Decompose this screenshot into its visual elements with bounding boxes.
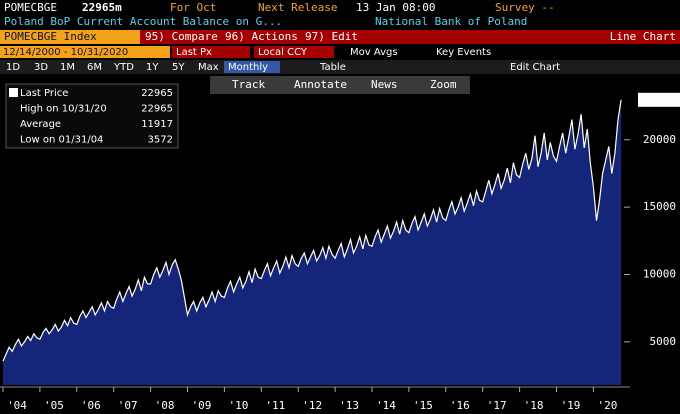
y-tick-label: 20000 — [643, 133, 676, 146]
x-tick-label: '19 — [561, 399, 581, 412]
x-tick-label: '13 — [339, 399, 359, 412]
security[interactable]: POMECBGE Index — [4, 30, 97, 43]
x-tick-label: '04 — [7, 399, 27, 412]
y-tick-label: 10000 — [643, 268, 676, 281]
survey: Survey -- — [495, 1, 555, 14]
x-tick-label: '07 — [118, 399, 138, 412]
legend-value: 11917 — [141, 119, 173, 130]
period[interactable]: YTD — [113, 62, 134, 73]
x-tick-label: '11 — [265, 399, 285, 412]
x-tick-label: '14 — [376, 399, 396, 412]
legend-value: 3572 — [148, 135, 173, 146]
legend-label: Low on 01/31/04 — [20, 135, 103, 146]
line — [2, 99, 622, 362]
x-tick-label: '12 — [302, 399, 322, 412]
x-tick-label: '20 — [597, 399, 617, 412]
value: 22965m — [82, 1, 122, 14]
edit-chart[interactable]: Edit Chart — [510, 62, 560, 73]
tool[interactable]: News — [371, 78, 398, 91]
security-name: Poland BoP Current Account Balance on G.… — [4, 15, 282, 28]
tool[interactable]: Zoom — [430, 78, 457, 91]
frequency-box[interactable] — [224, 61, 280, 73]
y-tick-label: 5000 — [650, 335, 677, 348]
release-label: Next Release — [258, 1, 337, 14]
x-tick-label: '17 — [487, 399, 507, 412]
x-tick-label: '06 — [81, 399, 101, 412]
source: National Bank of Poland — [375, 15, 527, 28]
x-tick-label: '16 — [450, 399, 470, 412]
x-tick-label: '09 — [192, 399, 212, 412]
period-bar — [0, 60, 680, 74]
button[interactable]: 95) Compare — [145, 30, 218, 43]
last-value: 22965 — [641, 93, 674, 106]
legend-label: High on 10/31/20 — [20, 104, 107, 115]
price[interactable]: Last Px — [176, 47, 212, 58]
extra[interactable]: Key Events — [436, 47, 491, 58]
frequency[interactable]: Monthly — [228, 62, 268, 73]
range[interactable]: 12/14/2000 - 10/31/2020 — [3, 47, 128, 58]
currency[interactable]: Local CCY — [258, 47, 308, 58]
legend-label: Last Price — [20, 88, 68, 99]
range-box[interactable] — [0, 46, 170, 58]
tool[interactable]: Annotate — [294, 78, 347, 91]
button[interactable]: 96) Actions — [225, 30, 298, 43]
period[interactable]: 1Y — [146, 62, 159, 73]
x-tick-label: '15 — [413, 399, 433, 412]
legend-box — [5, 83, 179, 149]
period[interactable]: 1D — [6, 62, 20, 73]
currency-box[interactable] — [254, 46, 334, 58]
legend-swatch — [9, 88, 18, 97]
security-box[interactable] — [0, 30, 140, 44]
legend-value: 22965 — [141, 104, 173, 115]
x-tick-label: '18 — [524, 399, 544, 412]
period[interactable]: 6M — [87, 62, 102, 73]
price-box[interactable] — [172, 46, 250, 58]
area — [3, 99, 622, 386]
legend-value: 22965 — [141, 88, 173, 99]
tool[interactable]: Track — [232, 78, 265, 91]
button[interactable]: 97) Edit — [305, 30, 358, 43]
table[interactable]: Table — [319, 62, 346, 73]
extra[interactable]: Mov Avgs — [350, 47, 398, 58]
last-value-box — [638, 92, 680, 107]
toolbar-bar — [0, 30, 680, 44]
period[interactable]: 3D — [34, 62, 48, 73]
ticker: POMECBGE — [4, 1, 57, 14]
x-tick-label: '08 — [155, 399, 175, 412]
tools-bar — [210, 76, 470, 94]
period[interactable]: Max — [198, 62, 219, 73]
x-tick-label: '05 — [44, 399, 64, 412]
period[interactable]: 5Y — [172, 62, 185, 73]
view: Line Chart — [610, 30, 676, 43]
legend-label: Average — [20, 119, 61, 130]
y-tick-label: 15000 — [643, 200, 676, 213]
period: For Oct — [170, 1, 216, 14]
period[interactable]: 1M — [60, 62, 75, 73]
release: 13 Jan 08:00 — [356, 1, 435, 14]
x-tick-label: '10 — [228, 399, 248, 412]
